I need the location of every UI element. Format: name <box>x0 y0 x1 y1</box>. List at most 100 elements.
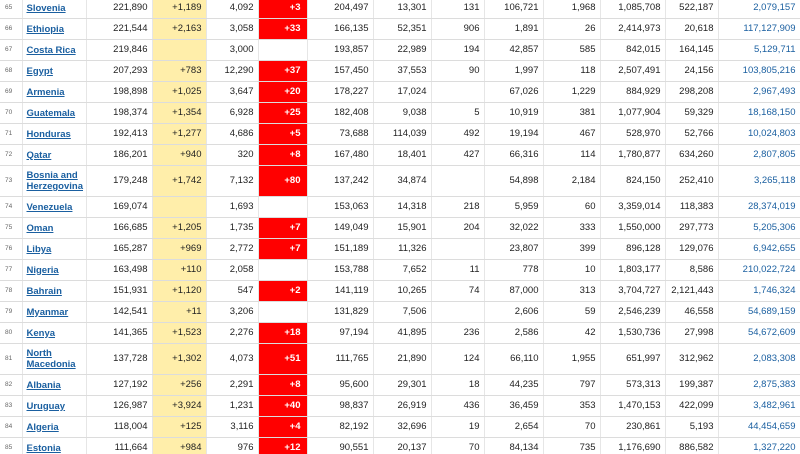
new-deaths-cell: +51 <box>258 343 308 375</box>
population-link[interactable]: 18,168,150 <box>747 107 796 118</box>
total-tests-cell: 1,550,000 <box>600 217 666 239</box>
country-link[interactable]: Algeria <box>26 421 59 433</box>
population-link[interactable]: 10,024,803 <box>747 128 796 139</box>
new-deaths-cell: +20 <box>258 81 308 103</box>
total-tests-cell: 3,359,014 <box>600 196 666 218</box>
total-tests-cell: 3,704,727 <box>600 280 666 302</box>
country-cell: Egypt <box>22 60 87 82</box>
cases-per-million-cell: 10,919 <box>484 102 544 124</box>
table-row: 83 Uruguay 126,987 +3,924 1,231 +40 98,837 26,9… <box>0 395 800 417</box>
country-link[interactable]: Honduras <box>26 128 71 140</box>
table-row: 75 Oman 166,685 +1,205 1,735 +7 149,049 15,901 2… <box>0 217 800 239</box>
country-link[interactable]: Uruguay <box>26 400 66 412</box>
deaths-per-million-cell: 1,955 <box>543 343 601 375</box>
population-link[interactable]: 54,689,159 <box>747 306 796 317</box>
tests-per-million-cell: 52,766 <box>665 123 719 145</box>
total-tests-cell: 2,546,239 <box>600 301 666 323</box>
population-link[interactable]: 28,374,019 <box>747 201 796 212</box>
population-link[interactable]: 2,083,308 <box>753 353 796 364</box>
cases-per-million-cell: 87,000 <box>484 280 544 302</box>
total-deaths-cell: 2,276 <box>206 322 259 344</box>
cases-per-million-cell: 2,606 <box>484 301 544 323</box>
total-recovered-cell: 131,829 <box>307 301 374 323</box>
new-cases-cell: +1,025 <box>152 81 207 103</box>
country-cell: Bahrain <box>22 280 87 302</box>
new-cases-cell: +783 <box>152 60 207 82</box>
population-link[interactable]: 117,127,909 <box>743 23 796 34</box>
country-link[interactable]: Estonia <box>26 442 61 454</box>
serious-critical-cell: 236 <box>431 322 485 344</box>
total-tests-cell: 2,507,491 <box>600 60 666 82</box>
country-link[interactable]: Bosnia and Herzegovina <box>26 170 84 192</box>
new-deaths-cell: +40 <box>258 395 308 417</box>
serious-critical-cell: 427 <box>431 144 485 166</box>
population-link[interactable]: 54,672,609 <box>747 327 796 338</box>
country-link[interactable]: Albania <box>26 379 61 391</box>
deaths-per-million-cell: 797 <box>543 374 601 396</box>
country-link[interactable]: Slovenia <box>26 2 66 14</box>
new-cases-cell: +125 <box>152 416 207 438</box>
country-link[interactable]: Qatar <box>26 149 52 161</box>
population-link[interactable]: 2,807,805 <box>753 149 796 160</box>
country-link[interactable]: Myanmar <box>26 306 69 318</box>
population-link[interactable]: 3,265,118 <box>753 175 796 186</box>
country-cell: Slovenia <box>22 0 87 19</box>
total-deaths-cell: 320 <box>206 144 259 166</box>
population-cell: 2,967,493 <box>718 81 800 103</box>
population-link[interactable]: 103,805,216 <box>742 65 796 76</box>
country-link[interactable]: Nigeria <box>26 264 59 276</box>
country-link[interactable]: Armenia <box>26 86 65 98</box>
country-link[interactable]: Kenya <box>26 327 56 339</box>
deaths-per-million-cell: 26 <box>543 18 601 40</box>
country-link[interactable]: Ethiopia <box>26 23 64 35</box>
rank-cell: 67 <box>0 39 23 61</box>
tests-per-million-cell: 522,187 <box>665 0 719 19</box>
active-cases-cell: 22,989 <box>373 39 432 61</box>
total-deaths-cell: 4,686 <box>206 123 259 145</box>
population-cell: 5,205,306 <box>718 217 800 239</box>
new-deaths-cell: +3 <box>258 0 308 19</box>
deaths-per-million-cell: 333 <box>543 217 601 239</box>
population-link[interactable]: 210,022,724 <box>742 264 796 275</box>
population-link[interactable]: 1,327,220 <box>753 442 796 453</box>
population-link[interactable]: 2,079,157 <box>753 2 796 13</box>
new-deaths-cell: +18 <box>258 322 308 344</box>
country-link[interactable]: Oman <box>26 222 54 234</box>
country-link[interactable]: Egypt <box>26 65 53 77</box>
population-cell: 117,127,909 <box>718 18 800 40</box>
country-link[interactable]: Guatemala <box>26 107 76 119</box>
country-link[interactable]: Venezuela <box>26 201 73 213</box>
population-link[interactable]: 5,129,711 <box>753 44 796 55</box>
population-link[interactable]: 3,482,961 <box>753 400 796 411</box>
deaths-per-million-cell: 353 <box>543 395 601 417</box>
table-row: 70 Guatemala 198,374 +1,354 6,928 +25 182,408 9… <box>0 102 800 124</box>
serious-critical-cell: 131 <box>431 0 485 19</box>
total-cases-cell: 111,664 <box>86 437 153 454</box>
table-row: 74 Venezuela 169,074 1,693 153,063 14,318 218 5… <box>0 196 800 218</box>
country-cell: Costa Rica <box>22 39 87 61</box>
total-recovered-cell: 82,192 <box>307 416 374 438</box>
country-link[interactable]: North Macedonia <box>26 348 76 370</box>
total-cases-cell: 166,685 <box>86 217 153 239</box>
country-link[interactable]: Libya <box>26 243 52 255</box>
population-link[interactable]: 1,746,324 <box>753 285 796 296</box>
serious-critical-cell <box>431 301 485 323</box>
cases-per-million-cell: 84,134 <box>484 437 544 454</box>
population-link[interactable]: 6,942,655 <box>753 243 796 254</box>
total-recovered-cell: 137,242 <box>307 165 374 197</box>
new-deaths-cell <box>258 301 308 323</box>
cases-per-million-cell: 23,807 <box>484 238 544 260</box>
tests-per-million-cell: 886,582 <box>665 437 719 454</box>
serious-critical-cell: 204 <box>431 217 485 239</box>
population-link[interactable]: 44,454,659 <box>747 421 796 432</box>
new-cases-cell: +1,354 <box>152 102 207 124</box>
deaths-per-million-cell: 1,968 <box>543 0 601 19</box>
population-link[interactable]: 2,967,493 <box>753 86 796 97</box>
population-link[interactable]: 5,205,306 <box>753 222 796 233</box>
population-cell: 18,168,150 <box>718 102 800 124</box>
country-link[interactable]: Costa Rica <box>26 44 76 56</box>
population-link[interactable]: 2,875,383 <box>753 379 796 390</box>
country-link[interactable]: Bahrain <box>26 285 62 297</box>
total-recovered-cell: 182,408 <box>307 102 374 124</box>
